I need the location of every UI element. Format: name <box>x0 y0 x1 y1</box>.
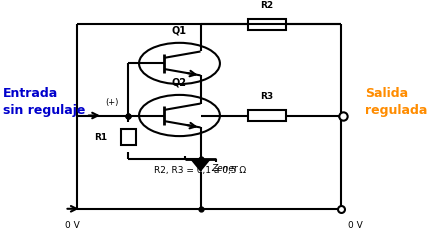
Text: R2: R2 <box>260 1 273 10</box>
Text: Q2: Q2 <box>172 77 187 87</box>
Polygon shape <box>190 159 211 172</box>
Text: R1: R1 <box>94 133 107 142</box>
Text: Zener: Zener <box>211 164 238 173</box>
Text: 0 V: 0 V <box>348 221 363 230</box>
Text: (+): (+) <box>105 98 118 107</box>
Text: R3: R3 <box>260 92 273 101</box>
Bar <box>121 129 136 145</box>
Text: 0 V: 0 V <box>65 221 79 230</box>
Text: R2, R3 = 0,1 a 0,5 Ω: R2, R3 = 0,1 a 0,5 Ω <box>154 166 246 175</box>
Bar <box>248 19 286 30</box>
Text: Entrada
sin regulaje: Entrada sin regulaje <box>3 88 85 118</box>
Bar <box>248 110 286 121</box>
Text: Q1: Q1 <box>172 25 187 35</box>
Text: Salida
regulada: Salida regulada <box>365 88 427 118</box>
